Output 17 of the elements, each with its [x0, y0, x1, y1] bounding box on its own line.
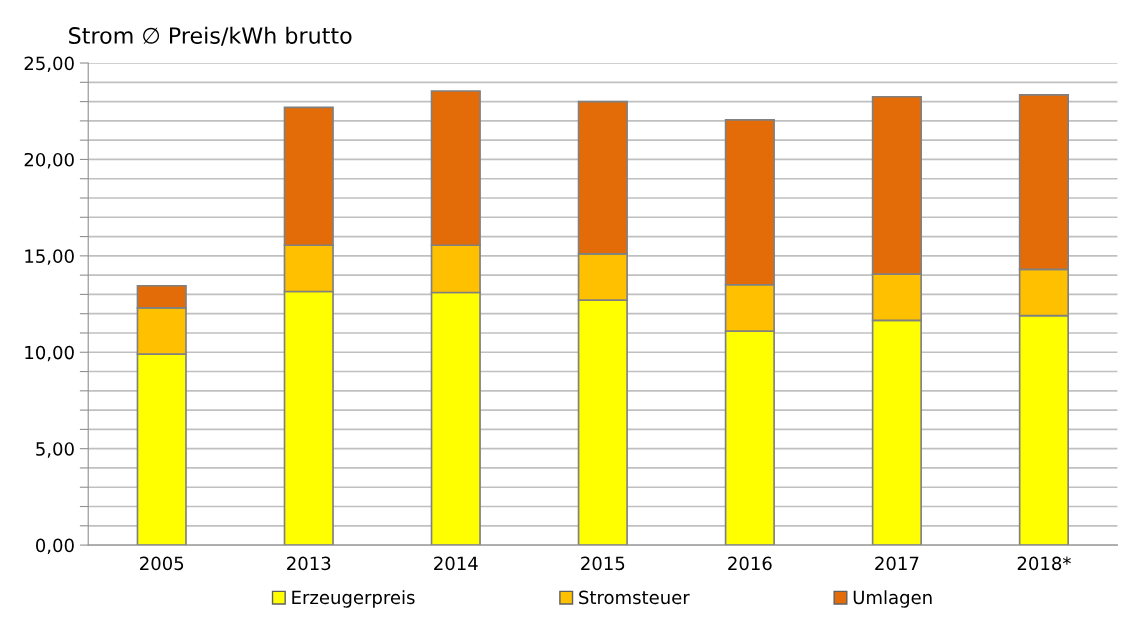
legend-label: Erzeugerpreis [292, 590, 415, 608]
x-tick-label: 2014 [434, 556, 478, 571]
legend-label: Stromsteuer [579, 590, 690, 605]
x-tick-label: 2005 [140, 556, 184, 571]
x-tick-label: 2015 [581, 556, 625, 571]
y-tick-label: 5,00 [36, 442, 74, 458]
x-tick-label: 2016 [728, 556, 772, 571]
legend-label: Umlagen [853, 590, 932, 608]
x-tick-label: 2013 [287, 556, 331, 571]
y-tick-label: 0,00 [36, 538, 74, 555]
y-tick-label: 20,00 [24, 152, 74, 169]
y-tick-label: 25,00 [24, 56, 74, 72]
y-tick-label: 10,00 [25, 345, 74, 362]
chart-title: Strom ∅ Preis/kWh brutto [69, 26, 352, 46]
y-tick-label: 15,00 [25, 249, 74, 265]
x-tick-label: 2017 [875, 556, 919, 571]
x-tick-label: 2018* [1017, 556, 1071, 571]
